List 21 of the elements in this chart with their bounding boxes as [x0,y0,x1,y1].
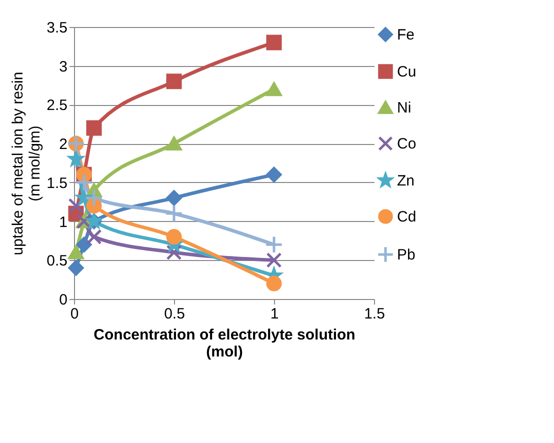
legend-label: Ni [397,100,412,116]
y-axis-title: uptake of metal ion by resin (m mol/gm) [10,72,44,256]
legend-label: Co [397,136,416,152]
x-axis-title: Concentration of electrolyte solution (mol) [94,326,356,360]
y-tick-label: 3 [59,58,68,76]
y-tick-label: 2 [59,136,68,154]
y-tick-label: 2.5 [46,97,68,114]
x-tick-label: 0.5 [164,306,185,322]
legend-label: Cu [397,64,416,80]
legend-label: Zn [397,172,415,190]
y-tick-label: 3.5 [46,20,68,36]
legend-label: Cd [397,208,416,226]
x-tick-label: 0 [70,306,79,322]
y-tick-label: 1.5 [46,174,68,192]
x-tick-label: 1 [270,306,279,322]
y-tick-label: 0.5 [46,252,68,270]
y-tick-label: 0 [59,292,68,308]
y-tick-label: 1 [59,214,68,231]
legend-label: Pb [397,246,416,264]
x-tick-label: 1.5 [364,306,385,322]
legend-label: Fe [397,26,415,44]
